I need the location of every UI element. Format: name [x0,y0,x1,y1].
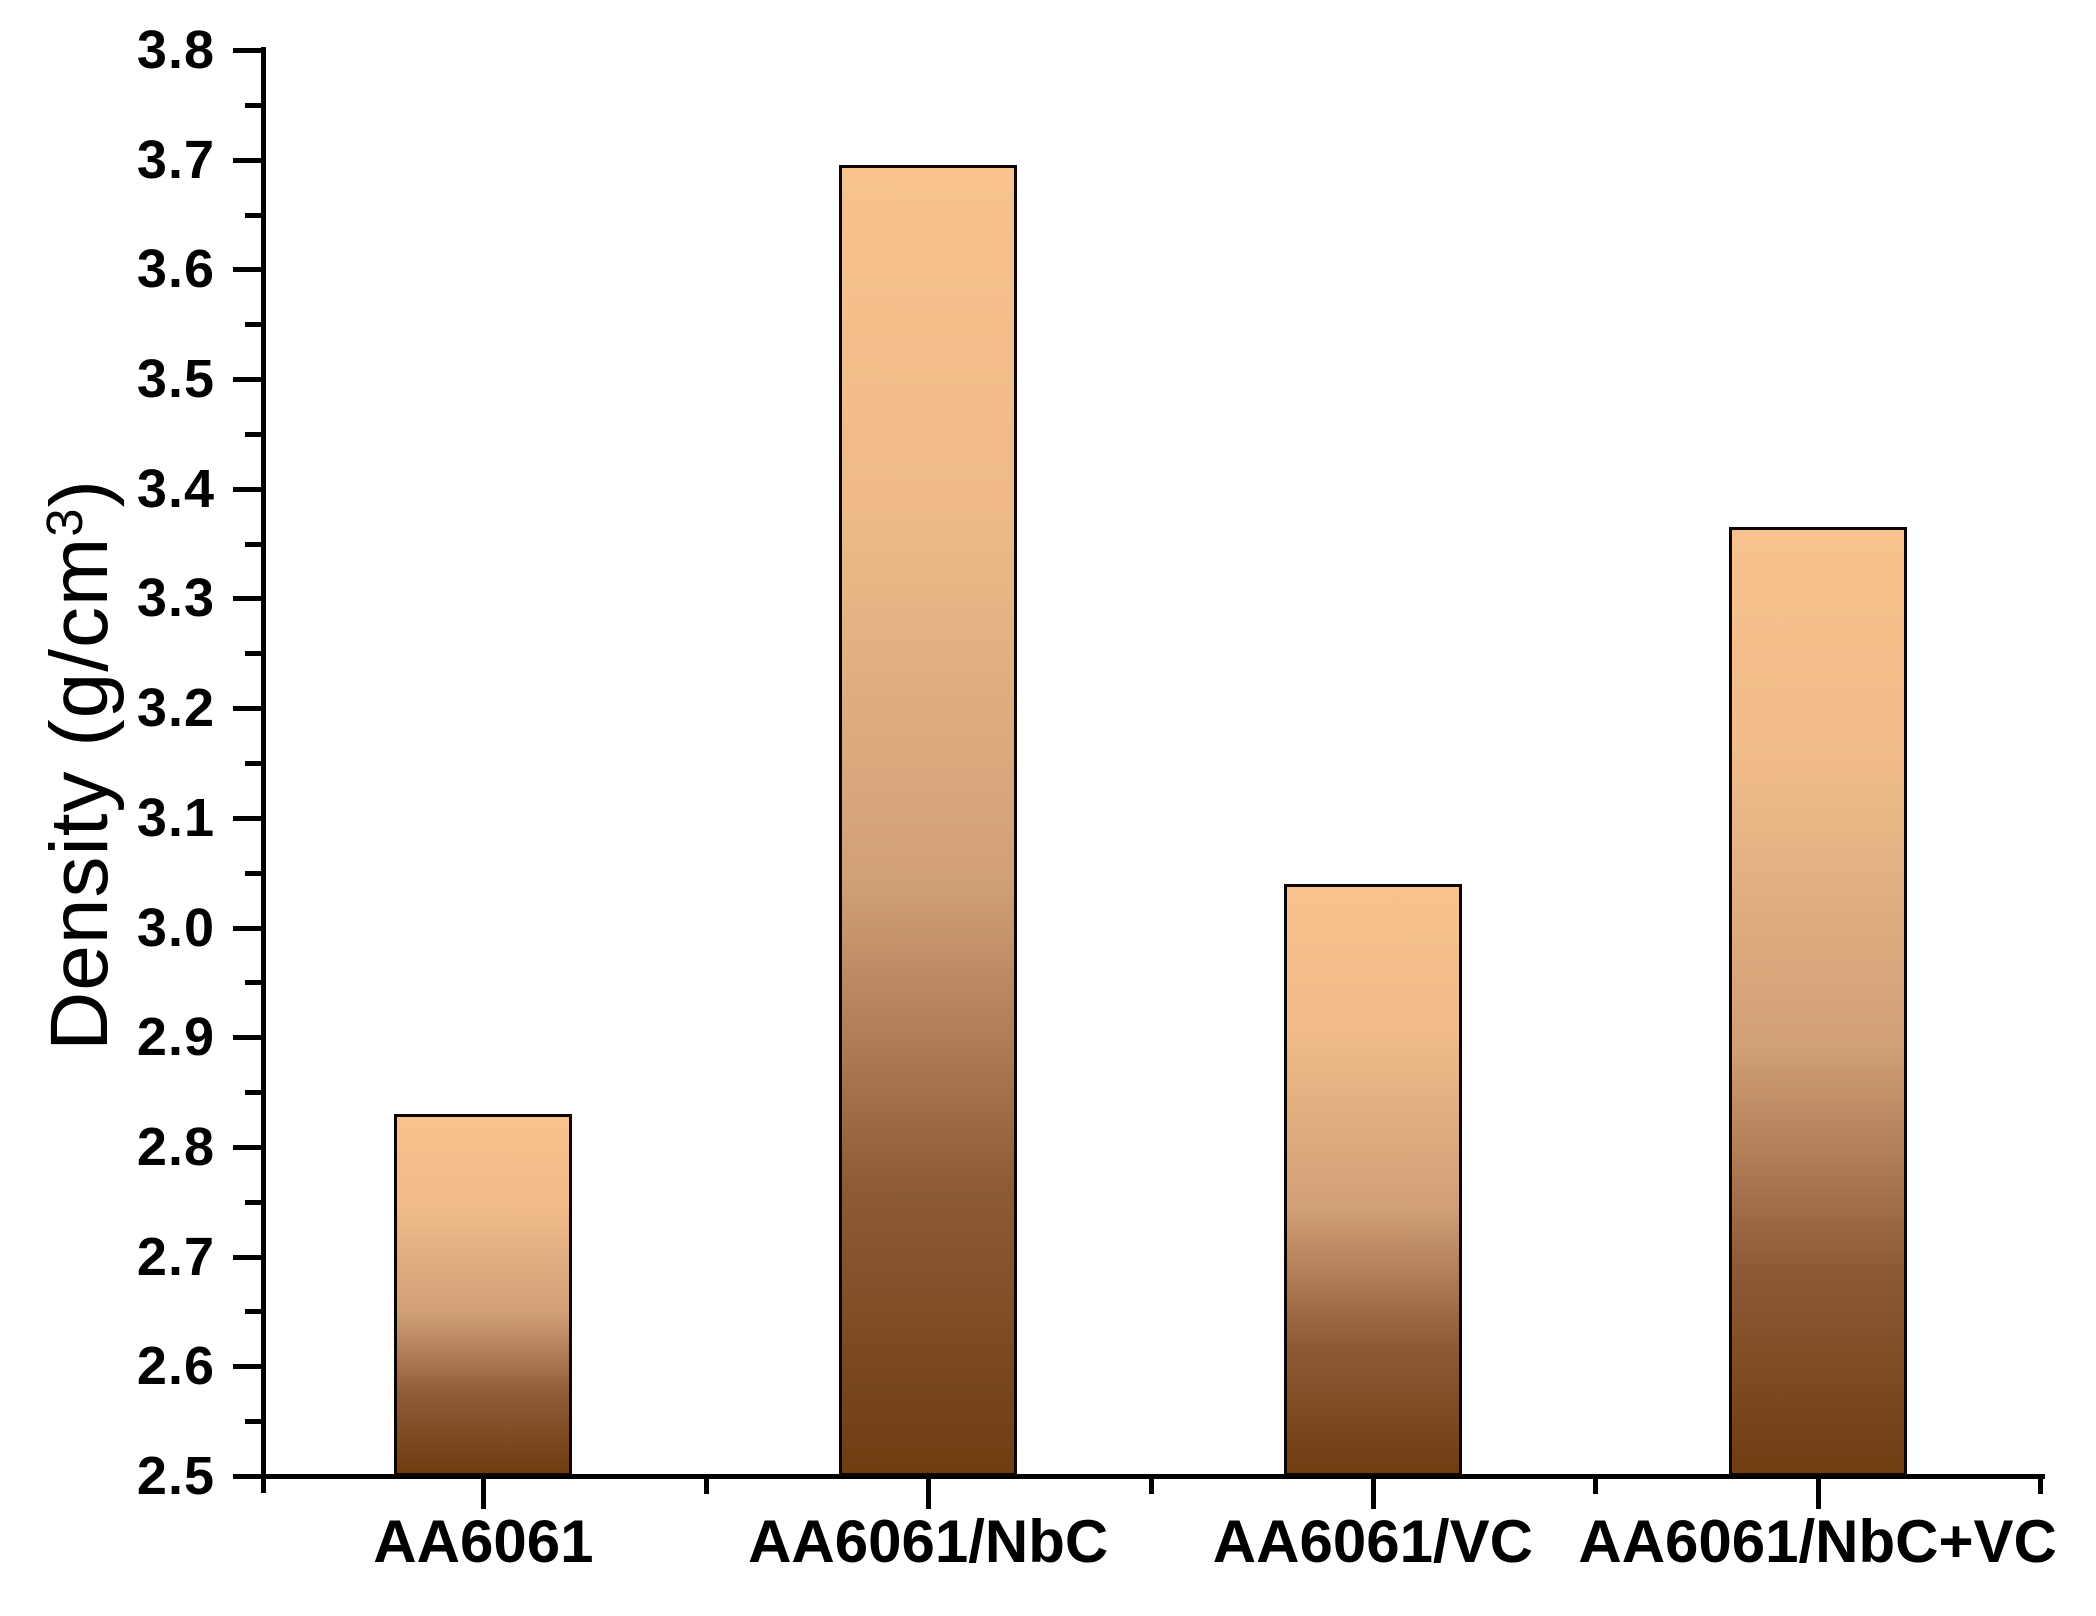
y-tick-label: 2.5 [136,1446,215,1506]
y-minor-tick [245,761,261,766]
x-center-tick [1370,1479,1376,1509]
x-axis-line [261,1474,2045,1479]
y-major-tick [233,486,261,492]
y-tick-label: 2.6 [136,1336,215,1397]
bar-aa6061-nbc-vc [1728,527,1907,1476]
y-tick-label: 3.6 [136,239,215,300]
y-major-tick [233,925,261,931]
y-minor-tick [245,1309,261,1315]
bar-aa6061-nbc [839,165,1018,1476]
y-minor-tick [245,212,261,218]
bar-aa6061-vc [1283,883,1462,1476]
y-tick-label: 3.5 [136,349,215,410]
y-tick-label: 3.8 [136,20,215,80]
x-center-tick [1815,1479,1821,1509]
x-boundary-tick [1593,1479,1599,1494]
y-major-tick [233,1474,261,1479]
y-tick-label: 2.9 [136,1007,215,1068]
y-tick-label: 2.8 [136,1116,215,1177]
x-center-tick [926,1479,932,1509]
y-major-tick [233,1254,261,1260]
bar-aa6061 [394,1114,573,1476]
x-category-label: AA6061/VC [1212,1508,1533,1575]
y-tick-label: 3.7 [136,129,215,190]
y-minor-tick [245,870,261,876]
y-major-tick [233,377,261,383]
x-boundary-tick [2038,1479,2043,1494]
x-category-label: AA6061/NbC [748,1508,1109,1575]
y-tick-label: 3.2 [136,678,215,739]
y-major-tick [233,1364,261,1370]
y-major-tick [233,815,261,821]
y-major-tick [233,1144,261,1150]
y-minor-tick [245,1419,261,1425]
y-minor-tick [245,1199,261,1205]
x-boundary-tick [1148,1479,1154,1494]
y-tick-label: 3.3 [136,568,215,629]
y-major-tick [233,596,261,602]
y-minor-tick [245,1090,261,1096]
y-major-tick [233,267,261,273]
y-tick-label: 3.4 [136,458,215,519]
y-tick-label: 3.0 [136,897,215,958]
y-major-tick [233,1035,261,1041]
y-major-tick [233,48,261,53]
y-minor-tick [245,322,261,328]
x-center-tick [481,1479,487,1509]
y-minor-tick [245,541,261,547]
y-major-tick [233,157,261,163]
x-category-label: AA6061 [373,1508,594,1575]
y-tick-label: 2.7 [136,1226,215,1287]
x-category-label: AA6061/NbC+VC [1578,1508,2057,1575]
y-minor-tick [245,980,261,986]
y-major-tick [233,706,261,712]
y-axis-line [261,47,266,1493]
y-minor-tick [245,102,261,108]
x-boundary-tick [703,1479,709,1494]
y-minor-tick [245,431,261,437]
y-tick-label: 3.1 [136,787,215,848]
y-minor-tick [245,651,261,657]
